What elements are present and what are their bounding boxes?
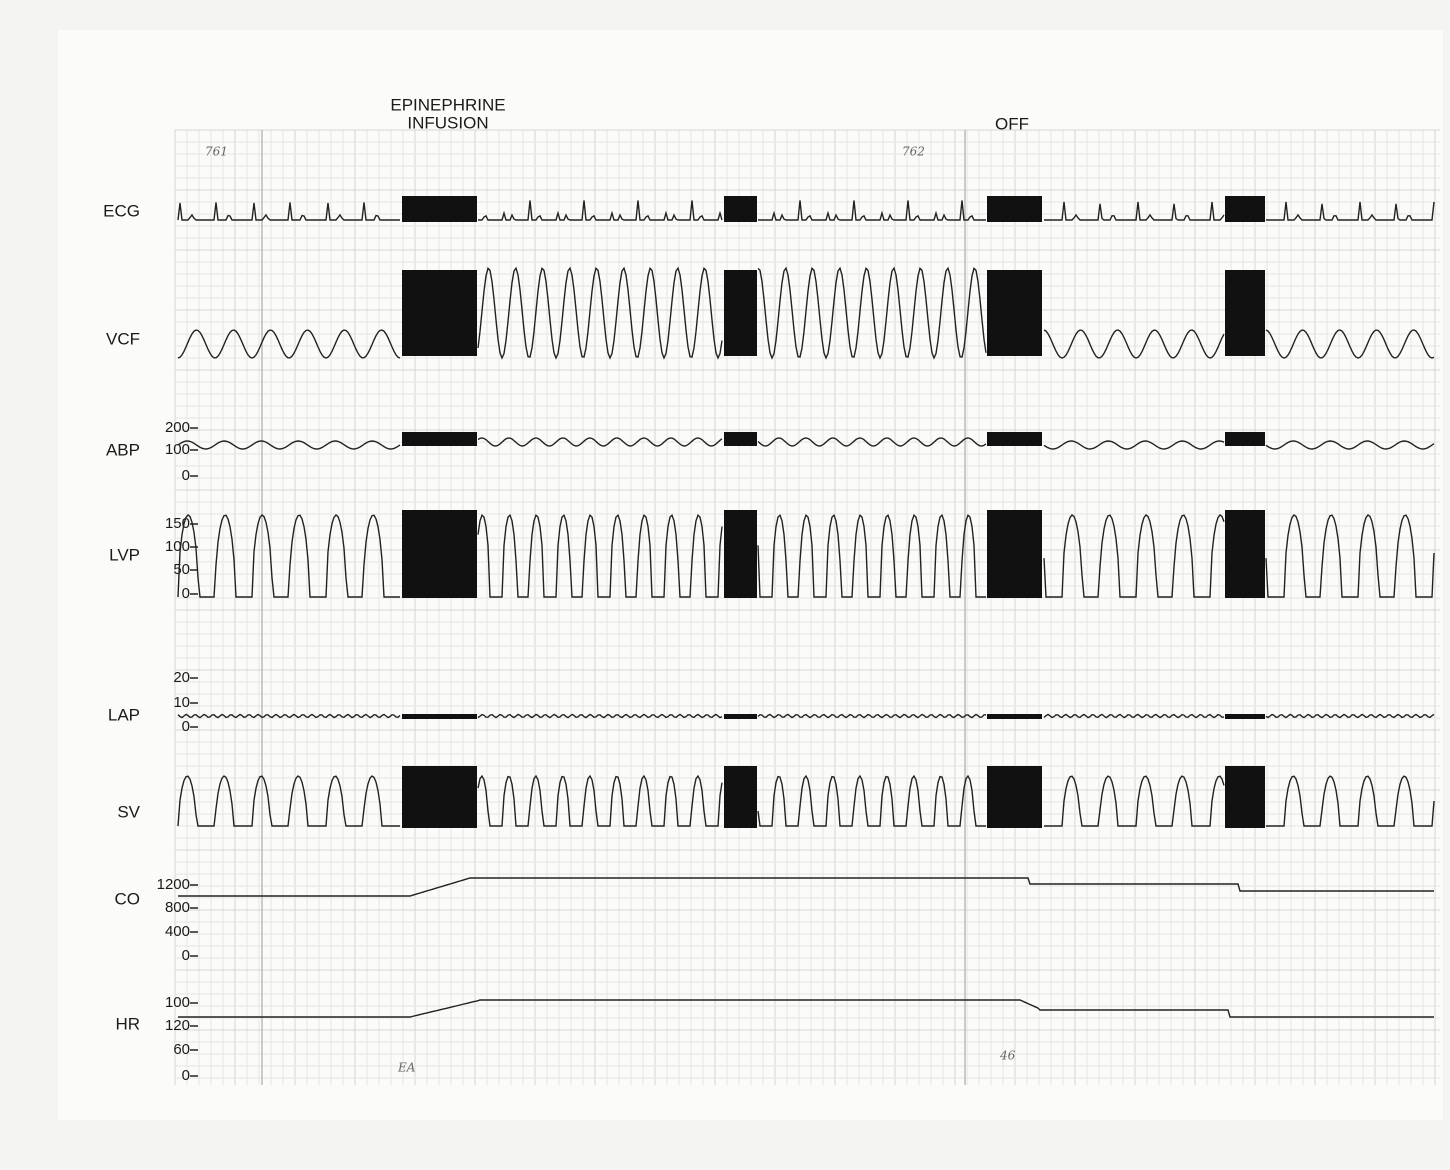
scale-label: 100 xyxy=(165,538,190,555)
compressed-trace xyxy=(402,270,477,356)
compressed-trace xyxy=(724,196,757,222)
compressed-trace xyxy=(1225,510,1265,598)
scale-label: 20 xyxy=(173,669,190,686)
channel-label: ECG xyxy=(103,201,140,220)
compressed-trace xyxy=(987,196,1042,222)
compressed-trace xyxy=(724,270,757,356)
channel-label: HR xyxy=(115,1014,140,1033)
scale-label: 400 xyxy=(165,923,190,940)
compressed-trace xyxy=(987,714,1042,719)
compressed-trace xyxy=(1225,196,1265,222)
compressed-trace xyxy=(402,196,477,222)
scale-label: 0 xyxy=(182,947,190,964)
handwritten-note: 46 xyxy=(999,1049,1016,1063)
channel-label: ABP xyxy=(106,440,140,459)
scale-label: 120 xyxy=(165,1017,190,1034)
compressed-trace xyxy=(1225,766,1265,828)
compressed-trace xyxy=(724,766,757,828)
annotation: EPINEPHRINE xyxy=(390,95,505,114)
compressed-trace xyxy=(987,432,1042,446)
compressed-trace xyxy=(1225,432,1265,446)
scale-label: 0 xyxy=(182,1067,190,1084)
channel-label: CO xyxy=(115,889,141,908)
scale-label: 100 xyxy=(165,994,190,1011)
annotation: OFF xyxy=(995,114,1029,133)
handwritten-note: EA xyxy=(397,1061,416,1075)
scale-label: 50 xyxy=(173,561,190,578)
channel-label: LVP xyxy=(109,545,140,564)
scale-label: 200 xyxy=(165,419,190,436)
scale-label: 10 xyxy=(173,694,190,711)
scale-label: 60 xyxy=(173,1041,190,1058)
compressed-trace xyxy=(402,714,477,719)
scale-label: 1200 xyxy=(157,876,190,893)
compressed-trace xyxy=(402,766,477,828)
compressed-trace xyxy=(1225,270,1265,356)
page-mark: 762 xyxy=(902,145,925,159)
compressed-trace xyxy=(987,270,1042,356)
compressed-trace xyxy=(987,766,1042,828)
scale-label: 100 xyxy=(165,441,190,458)
compressed-trace xyxy=(724,510,757,598)
compressed-trace xyxy=(724,432,757,446)
compressed-trace xyxy=(724,714,757,719)
chart-recording: EPINEPHRINE INFUSION OFF 761 762 EA 46 E… xyxy=(0,0,1450,1170)
scale-label: 800 xyxy=(165,899,190,916)
page-mark: 761 xyxy=(205,145,228,159)
scale-label: 0 xyxy=(182,585,190,602)
annotation: INFUSION xyxy=(407,113,488,132)
compressed-trace xyxy=(402,510,477,598)
channel-label: SV xyxy=(117,802,140,821)
compressed-trace xyxy=(987,510,1042,598)
channel-label: LAP xyxy=(108,705,140,724)
compressed-trace xyxy=(1225,714,1265,719)
scale-label: 0 xyxy=(182,718,190,735)
channel-label: VCF xyxy=(106,329,140,348)
compressed-trace xyxy=(402,432,477,446)
scale-label: 0 xyxy=(182,467,190,484)
